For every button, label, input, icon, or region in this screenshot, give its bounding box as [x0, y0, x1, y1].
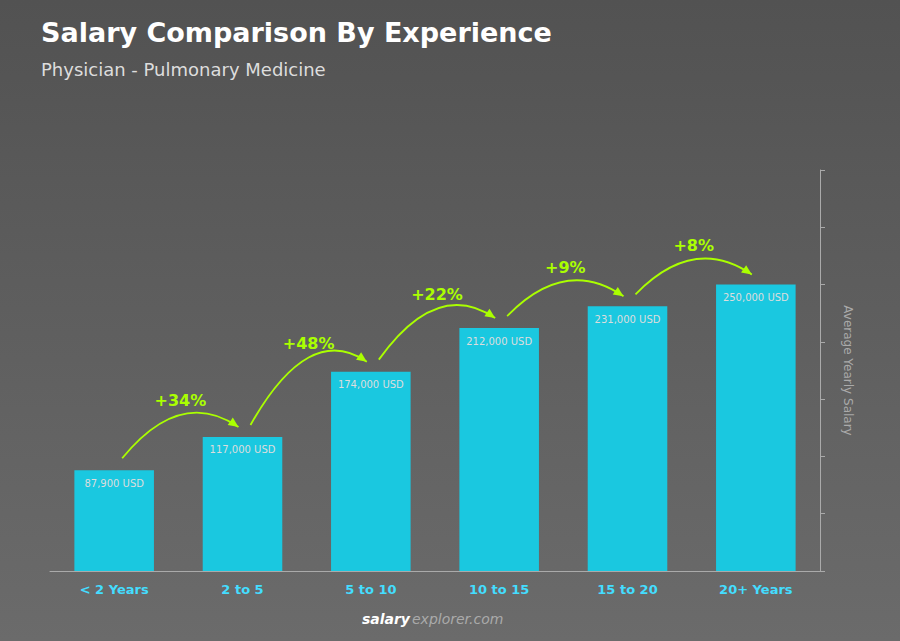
- svg-text:117,000 USD: 117,000 USD: [210, 444, 276, 455]
- svg-text:231,000 USD: 231,000 USD: [595, 314, 661, 325]
- svg-text:2 to 5: 2 to 5: [221, 582, 263, 597]
- svg-text:+48%: +48%: [283, 334, 335, 353]
- svg-text:+34%: +34%: [154, 391, 206, 410]
- svg-text:< 2 Years: < 2 Years: [80, 582, 149, 597]
- svg-text:10 to 15: 10 to 15: [469, 582, 529, 597]
- svg-text:+22%: +22%: [411, 285, 463, 304]
- svg-text:Average Yearly Salary: Average Yearly Salary: [841, 305, 855, 435]
- svg-text:174,000 USD: 174,000 USD: [338, 379, 404, 390]
- svg-text:15 to 20: 15 to 20: [597, 582, 657, 597]
- svg-text:explorer.com: explorer.com: [412, 611, 503, 627]
- svg-text:20+ Years: 20+ Years: [719, 582, 793, 597]
- svg-text:87,900 USD: 87,900 USD: [84, 478, 144, 489]
- svg-text:+9%: +9%: [545, 258, 586, 277]
- svg-text:Salary Comparison By Experienc: Salary Comparison By Experience: [41, 17, 552, 48]
- svg-text:212,000 USD: 212,000 USD: [466, 336, 532, 347]
- svg-text:250,000 USD: 250,000 USD: [723, 292, 789, 303]
- svg-text:+8%: +8%: [673, 236, 714, 255]
- svg-text:Physician - Pulmonary Medicine: Physician - Pulmonary Medicine: [41, 59, 326, 80]
- svg-text:5 to 10: 5 to 10: [345, 582, 396, 597]
- svg-text:salary: salary: [362, 611, 411, 627]
